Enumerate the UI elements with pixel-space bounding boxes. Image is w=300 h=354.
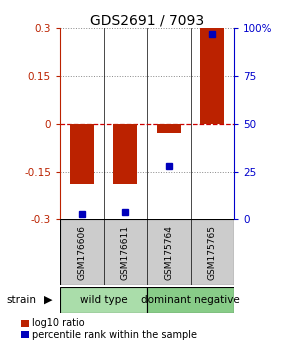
Text: GSM175764: GSM175764 xyxy=(164,225,173,280)
Bar xyxy=(70,124,94,184)
Text: dominant negative: dominant negative xyxy=(141,295,240,305)
Text: strain: strain xyxy=(6,295,36,305)
Text: percentile rank within the sample: percentile rank within the sample xyxy=(32,330,196,340)
Text: GSM176611: GSM176611 xyxy=(121,225,130,280)
Bar xyxy=(147,287,234,313)
Bar xyxy=(60,287,147,313)
Bar xyxy=(147,219,190,285)
Text: GSM176606: GSM176606 xyxy=(77,225,86,280)
Bar xyxy=(157,124,181,133)
Bar xyxy=(190,219,234,285)
Bar xyxy=(200,28,224,124)
Text: wild type: wild type xyxy=(80,295,127,305)
Text: GSM175765: GSM175765 xyxy=(208,225,217,280)
Bar xyxy=(103,219,147,285)
Text: ▶: ▶ xyxy=(44,295,52,305)
Text: log10 ratio: log10 ratio xyxy=(32,318,84,328)
Bar xyxy=(60,219,103,285)
Bar xyxy=(113,124,137,184)
Title: GDS2691 / 7093: GDS2691 / 7093 xyxy=(90,13,204,27)
